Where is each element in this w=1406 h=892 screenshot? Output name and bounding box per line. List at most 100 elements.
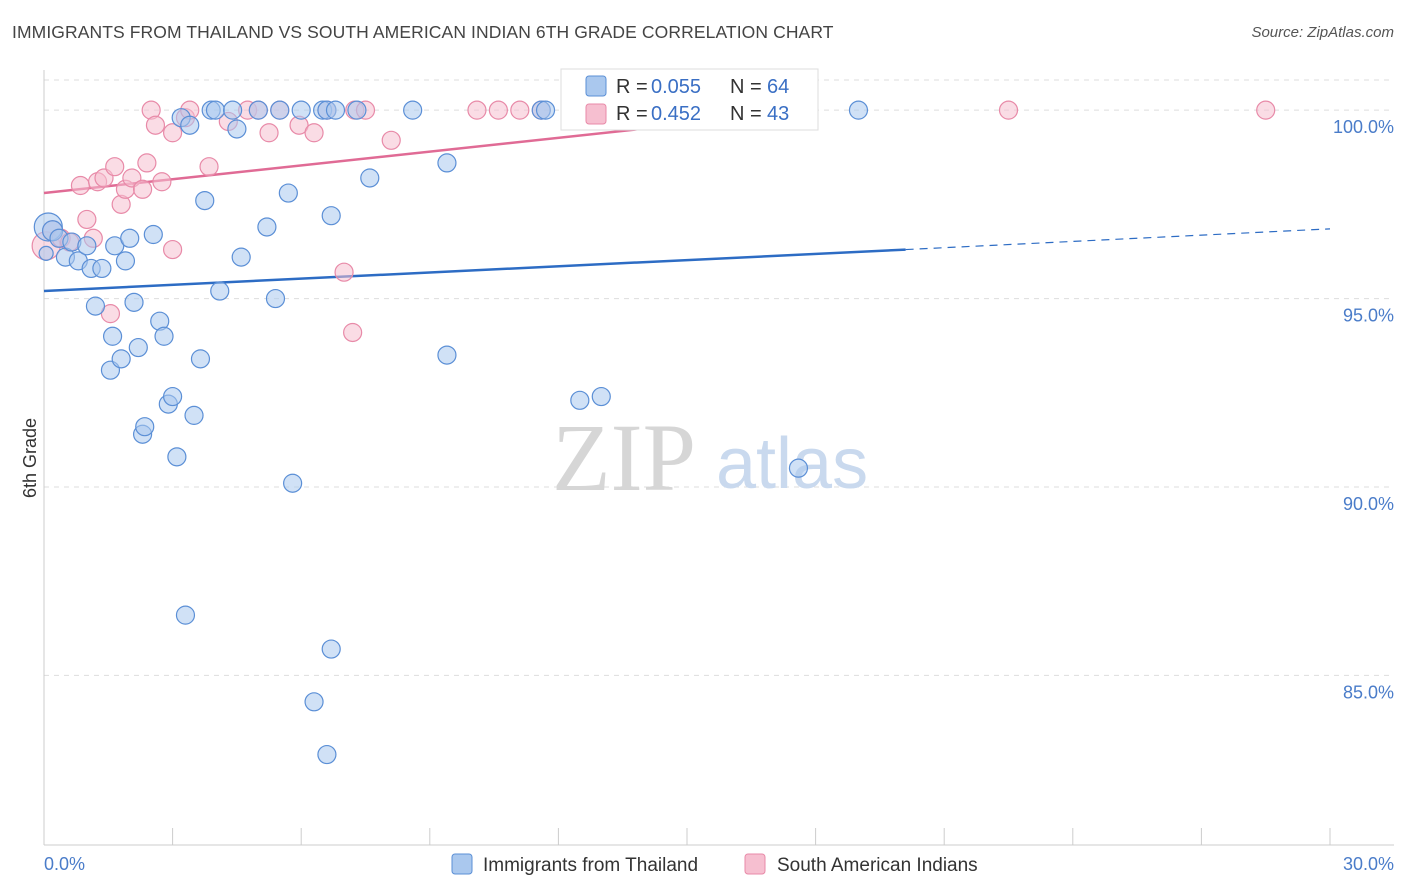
data-point-thailand — [92, 258, 112, 279]
data-point-thailand — [437, 345, 457, 365]
grid-lines — [44, 79, 1394, 676]
data-point-thailand — [163, 386, 183, 407]
legend-n-label-pink: N = — [730, 103, 762, 125]
legend-n-value-pink: 43 — [767, 103, 789, 125]
data-point-south-american-indians — [105, 157, 125, 177]
data-point-south-american-indians — [163, 239, 183, 260]
data-point-thailand — [227, 119, 247, 139]
legend-r-value-blue: 0.055 — [651, 76, 701, 98]
data-point-thailand — [175, 605, 196, 625]
data-point-thailand — [154, 326, 174, 346]
data-point-thailand — [591, 386, 611, 407]
y-tick-labels: 85.0% 90.0% 95.0% 100.0% — [1333, 117, 1394, 702]
data-point-thailand — [195, 190, 215, 211]
legend-r-label-blue: R = — [616, 76, 648, 98]
data-point-south-american-indians — [488, 100, 508, 120]
data-point-thailand — [124, 292, 144, 312]
y-tick-label: 100.0% — [1333, 117, 1394, 137]
data-point-thailand — [38, 245, 54, 261]
data-point-south-american-indians — [199, 157, 219, 177]
data-point-south-american-indians — [77, 209, 97, 230]
x-tick-label-max: 30.0% — [1343, 854, 1394, 874]
data-point-thailand — [437, 153, 457, 173]
data-point-thailand — [570, 390, 590, 410]
data-point-thailand — [257, 217, 277, 237]
data-point-thailand — [788, 458, 809, 478]
data-point-thailand — [135, 417, 155, 437]
series-legend-label-thailand: Immigrants from Thailand — [483, 855, 698, 876]
data-point-south-american-indians — [467, 100, 487, 120]
data-point-thailand — [265, 288, 286, 309]
data-point-thailand — [321, 639, 341, 659]
data-point-thailand — [535, 100, 556, 120]
data-point-thailand — [325, 100, 346, 120]
series-legend: Immigrants from Thailand South American … — [451, 853, 978, 876]
y-axis-title: 6th Grade — [20, 418, 40, 498]
data-point-south-american-indians — [998, 100, 1019, 120]
data-point-thailand — [190, 349, 211, 369]
data-point-thailand — [360, 168, 380, 188]
data-point-south-american-indians — [259, 123, 279, 143]
legend-n-label-blue: N = — [730, 76, 762, 98]
data-point-thailand — [248, 100, 268, 120]
series-legend-swatch-thailand — [451, 853, 473, 875]
data-point-thailand — [115, 251, 136, 271]
x-axis-ticks — [43, 828, 1331, 845]
data-point-thailand — [105, 236, 125, 256]
data-point-thailand — [77, 236, 97, 256]
data-point-thailand — [111, 349, 131, 369]
legend-swatch-pink — [585, 103, 607, 125]
data-point-thailand — [223, 100, 243, 120]
data-point-thailand — [270, 100, 290, 120]
data-point-south-american-indians — [163, 123, 183, 143]
data-point-thailand — [85, 296, 106, 316]
legend-swatch-blue — [585, 75, 607, 97]
data-point-south-american-indians — [510, 100, 530, 120]
data-point-thailand — [321, 206, 341, 226]
data-point-thailand — [167, 447, 187, 467]
data-point-south-american-indians — [137, 153, 157, 173]
data-point-south-american-indians — [132, 179, 153, 199]
data-point-thailand — [291, 100, 311, 120]
data-point-south-american-indians — [145, 115, 166, 135]
data-point-thailand — [317, 744, 337, 765]
data-point-thailand — [210, 281, 230, 301]
data-point-south-american-indians — [100, 304, 121, 324]
chart-title: IMMIGRANTS FROM THAILAND VS SOUTH AMERIC… — [12, 22, 834, 42]
legend-r-label-pink: R = — [616, 103, 648, 125]
data-point-south-american-indians — [152, 172, 172, 192]
legend-r-value-pink: 0.452 — [651, 103, 701, 125]
data-point-thailand — [143, 224, 163, 245]
data-point-thailand — [403, 100, 423, 120]
legend-n-value-blue: 64 — [767, 76, 789, 98]
data-point-thailand — [128, 337, 148, 358]
series-legend-swatch-south-american-indians — [744, 853, 766, 875]
data-point-south-american-indians — [1256, 100, 1276, 120]
data-point-south-american-indians — [343, 322, 363, 343]
thailand-points — [33, 100, 869, 765]
y-tick-label: 90.0% — [1343, 494, 1394, 514]
watermark-zip: ZIP — [552, 404, 696, 511]
data-point-thailand — [283, 473, 303, 493]
data-point-south-american-indians — [70, 175, 91, 196]
data-point-thailand — [848, 100, 869, 120]
data-point-south-american-indians — [381, 130, 401, 150]
x-tick-label-min: 0.0% — [44, 854, 85, 874]
data-point-thailand — [304, 692, 324, 712]
data-point-thailand — [184, 405, 204, 425]
data-point-thailand — [347, 100, 367, 120]
south-american-indians-points — [31, 100, 1276, 343]
data-point-thailand — [102, 326, 123, 346]
data-point-thailand — [180, 115, 200, 135]
data-point-thailand — [205, 100, 226, 120]
chart-source: Source: ZipAtlas.com — [1251, 24, 1394, 41]
stats-legend: R = 0.055 N = 64 R = 0.452 N = 43 — [560, 68, 819, 131]
trend-line-thailand-extension — [905, 228, 1331, 251]
trend-line-thailand — [43, 248, 906, 293]
data-point-south-american-indians — [304, 123, 324, 143]
data-point-south-american-indians — [334, 262, 354, 282]
y-tick-label: 85.0% — [1343, 682, 1394, 702]
data-point-thailand — [231, 247, 251, 267]
data-point-thailand — [278, 183, 298, 203]
